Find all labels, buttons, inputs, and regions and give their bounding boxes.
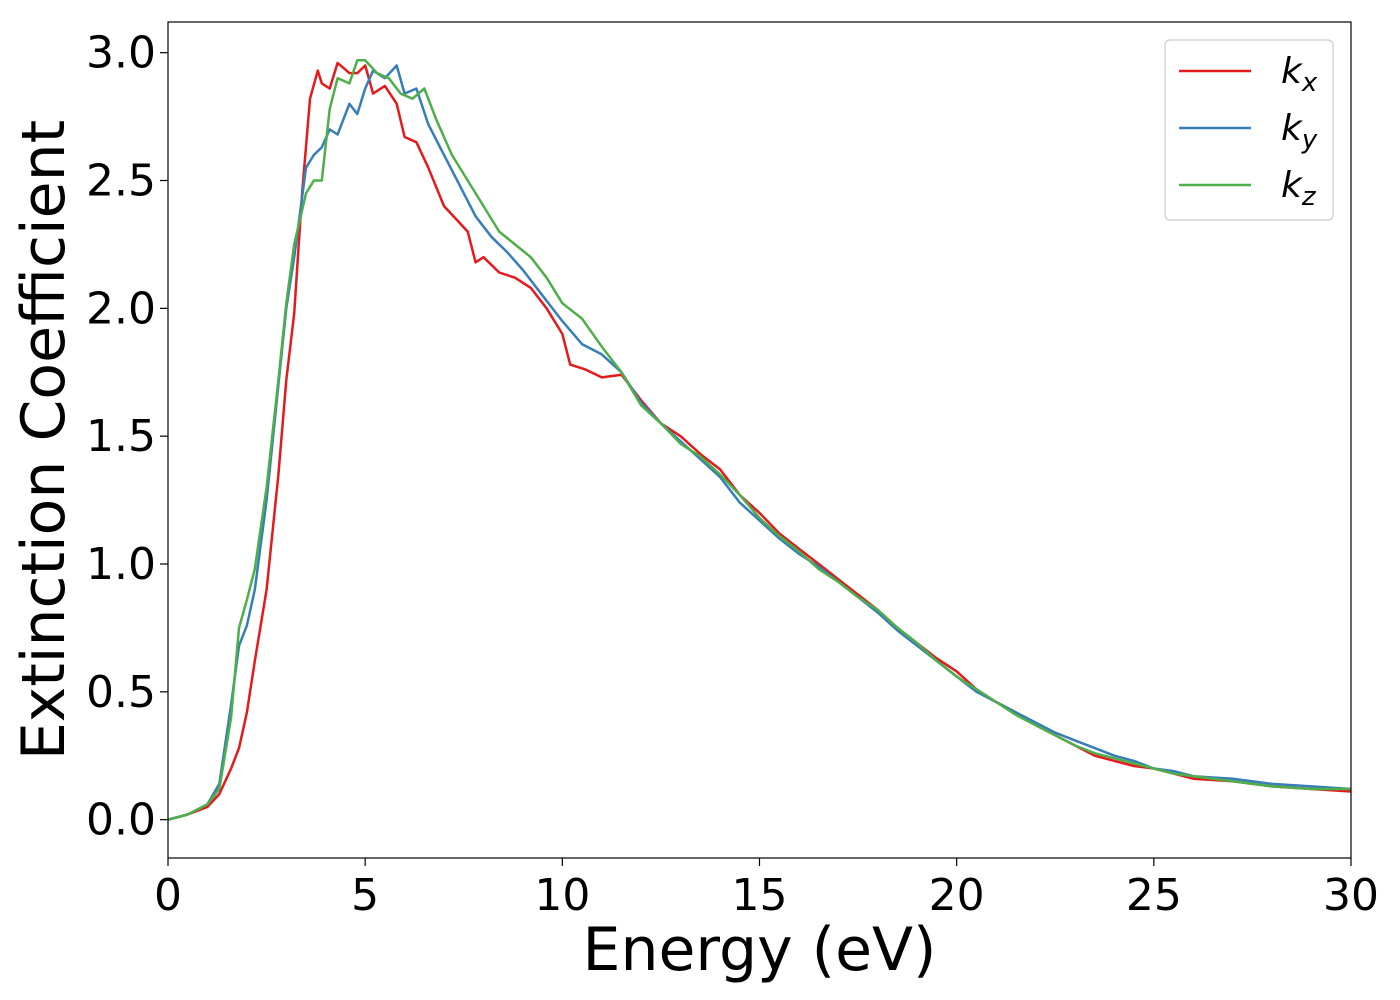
- legend-label-base: k: [1281, 51, 1304, 92]
- legend-label-subscript: z: [1301, 182, 1317, 212]
- legend-label-kz: kz: [1281, 165, 1317, 212]
- y-tick-label: 2.0: [86, 283, 156, 334]
- y-tick-label: 1.5: [86, 411, 156, 462]
- x-axis: 0 5 10 15 20 25 30: [154, 858, 1379, 921]
- y-axis-title: Extinction Coefficient: [9, 120, 79, 760]
- plot-background: [168, 22, 1351, 858]
- legend-label-subscript: x: [1301, 68, 1318, 98]
- legend-label-ky: ky: [1281, 108, 1318, 155]
- legend-label-base: k: [1281, 165, 1304, 206]
- legend-label-kx: kx: [1281, 51, 1318, 98]
- y-tick-label: 0.5: [86, 667, 156, 718]
- x-tick-label: 5: [351, 870, 379, 921]
- x-tick-label: 10: [534, 870, 590, 921]
- y-tick-label: 2.5: [86, 156, 156, 207]
- x-axis-title: Energy (eV): [583, 915, 937, 985]
- y-tick-label: 0.0: [86, 795, 156, 846]
- series-line-kz: [167, 59, 1351, 821]
- legend-label-base: k: [1281, 108, 1304, 149]
- series-layer: [167, 59, 1352, 821]
- x-tick-label: 15: [732, 870, 788, 921]
- x-tick-label: 0: [154, 870, 182, 921]
- y-axis: 0.0 0.5 1.0 1.5 2.0 2.5 3.0: [86, 28, 168, 846]
- y-tick-label: 3.0: [86, 28, 156, 79]
- x-tick-label: 30: [1323, 870, 1379, 921]
- y-tick-label: 1.0: [86, 539, 156, 590]
- x-tick-label: 20: [929, 870, 985, 921]
- x-tick-label: 25: [1126, 870, 1182, 921]
- legend-box: [1164, 39, 1334, 221]
- legend-label-subscript: y: [1301, 125, 1318, 155]
- series-line-ky: [167, 64, 1352, 821]
